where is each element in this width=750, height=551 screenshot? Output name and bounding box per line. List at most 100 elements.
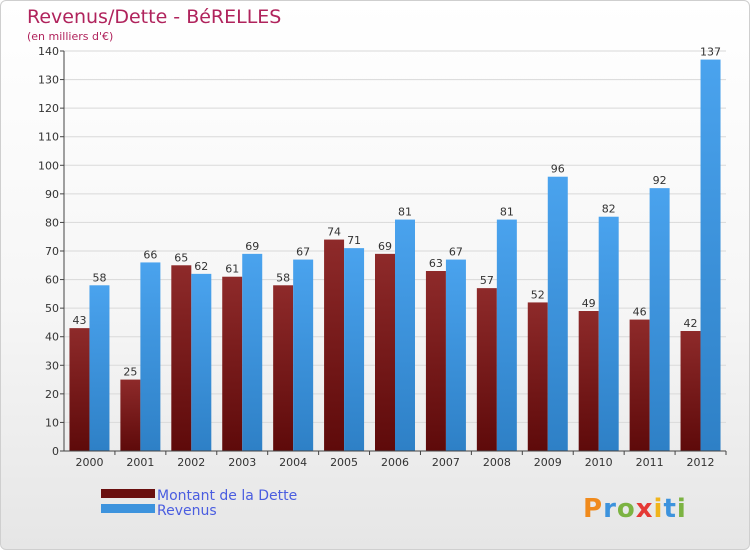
value-label-revenus: 96 bbox=[551, 163, 565, 176]
value-label-revenus: 81 bbox=[398, 206, 412, 219]
y-tick-label: 110 bbox=[38, 131, 59, 144]
value-label-dette: 52 bbox=[531, 288, 545, 301]
legend-swatch-revenus bbox=[101, 504, 155, 513]
value-label-revenus: 67 bbox=[296, 246, 310, 259]
y-tick-label: 140 bbox=[38, 45, 59, 58]
value-label-revenus: 69 bbox=[245, 240, 259, 253]
x-tick-label: 2011 bbox=[636, 456, 664, 469]
value-label-dette: 43 bbox=[72, 314, 86, 327]
bar-revenus bbox=[649, 188, 670, 451]
logo-letter: x bbox=[636, 494, 654, 524]
logo-letter: i bbox=[654, 494, 664, 524]
value-label-dette: 61 bbox=[225, 263, 239, 276]
bar-revenus bbox=[598, 216, 619, 451]
y-tick-label: 120 bbox=[38, 102, 59, 115]
bar-dette bbox=[375, 253, 395, 451]
value-label-revenus: 66 bbox=[143, 248, 157, 261]
x-tick-label: 2007 bbox=[432, 456, 460, 469]
legend: Montant de la Dette Revenus bbox=[101, 488, 297, 519]
bar-revenus bbox=[191, 273, 212, 451]
bar-dette bbox=[120, 379, 141, 451]
bar-revenus bbox=[700, 59, 721, 451]
logo-letter: t bbox=[663, 494, 676, 524]
bar-dette bbox=[222, 276, 243, 451]
y-tick-label: 30 bbox=[45, 359, 59, 372]
bar-dette bbox=[324, 239, 345, 451]
value-label-dette: 42 bbox=[684, 317, 698, 330]
bar-dette bbox=[629, 319, 650, 451]
bar-revenus bbox=[89, 285, 110, 451]
value-label-dette: 25 bbox=[123, 366, 137, 379]
x-tick-label: 2004 bbox=[279, 456, 307, 469]
value-label-dette: 57 bbox=[480, 274, 494, 287]
y-tick-label: 130 bbox=[38, 74, 59, 87]
bar-dette bbox=[680, 331, 701, 451]
bars bbox=[69, 59, 721, 451]
bar-dette bbox=[69, 328, 90, 451]
value-label-dette: 46 bbox=[633, 306, 647, 319]
y-tick-label: 90 bbox=[45, 188, 59, 201]
ticks: 0 10 20 30 40 50 60 70 80 90 100 110 120 130 140 2000 20… bbox=[38, 45, 727, 469]
bar-dette bbox=[171, 265, 192, 451]
y-tick-label: 0 bbox=[52, 445, 59, 458]
bar-dette bbox=[527, 302, 548, 451]
x-tick-label: 2006 bbox=[381, 456, 409, 469]
chart-title: Revenus/Dette - BéRELLES bbox=[27, 6, 281, 28]
logo-letter: i bbox=[677, 494, 687, 524]
y-tick-label: 50 bbox=[45, 302, 59, 315]
value-label-revenus: 137 bbox=[700, 46, 721, 59]
value-label-dette: 58 bbox=[276, 271, 290, 284]
y-tick-label: 60 bbox=[45, 274, 59, 287]
bar-dette bbox=[476, 288, 497, 451]
y-tick-label: 20 bbox=[45, 388, 59, 401]
legend-swatch-debt bbox=[101, 489, 155, 498]
chart-subtitle: (en milliers d'€) bbox=[27, 30, 113, 43]
value-label-revenus: 81 bbox=[500, 206, 514, 219]
x-tick-label: 2005 bbox=[330, 456, 358, 469]
y-tick-label: 70 bbox=[45, 245, 59, 258]
value-label-revenus: 62 bbox=[194, 260, 208, 273]
value-label-dette: 69 bbox=[378, 240, 392, 253]
logo-letter: r bbox=[603, 494, 617, 524]
x-tick-label: 2003 bbox=[228, 456, 256, 469]
x-tick-label: 2010 bbox=[585, 456, 613, 469]
value-label-revenus: 67 bbox=[449, 246, 463, 259]
x-tick-label: 2008 bbox=[483, 456, 511, 469]
value-label-dette: 74 bbox=[327, 226, 341, 239]
bar-revenus bbox=[293, 259, 314, 451]
bar-revenus bbox=[344, 248, 365, 451]
x-tick-label: 2000 bbox=[75, 456, 103, 469]
bar-revenus bbox=[496, 219, 517, 451]
value-label-revenus: 82 bbox=[602, 203, 616, 216]
value-labels: 43 58 25 66 65 62 61 69 58 67 74 71 69 81 63 67 57 81 52 96… bbox=[72, 46, 721, 379]
x-tick-label: 2009 bbox=[534, 456, 562, 469]
bar-revenus bbox=[445, 259, 466, 451]
value-label-revenus: 92 bbox=[653, 174, 667, 187]
bar-dette bbox=[578, 311, 599, 451]
y-tick-label: 40 bbox=[45, 331, 59, 344]
logo-letter: o bbox=[617, 494, 636, 524]
bar-revenus bbox=[140, 262, 161, 451]
x-tick-label: 2001 bbox=[126, 456, 154, 469]
y-tick-label: 100 bbox=[38, 159, 59, 172]
value-label-revenus: 58 bbox=[92, 271, 106, 284]
bar-revenus bbox=[547, 176, 568, 451]
value-label-dette: 49 bbox=[582, 297, 596, 310]
proxiti-logo: Proxiti bbox=[583, 494, 687, 524]
value-label-dette: 65 bbox=[174, 251, 188, 264]
y-tick-label: 10 bbox=[45, 416, 59, 429]
x-tick-label: 2002 bbox=[177, 456, 205, 469]
legend-label-revenus: Revenus bbox=[157, 503, 217, 519]
bar-revenus bbox=[395, 219, 415, 451]
legend-label-debt: Montant de la Dette bbox=[157, 488, 297, 504]
value-label-dette: 63 bbox=[429, 257, 443, 270]
bar-dette bbox=[425, 271, 446, 451]
logo-letter: P bbox=[583, 494, 603, 524]
y-tick-label: 80 bbox=[45, 216, 59, 229]
value-label-revenus: 71 bbox=[347, 234, 361, 247]
x-tick-label: 2012 bbox=[687, 456, 715, 469]
bar-revenus bbox=[242, 253, 263, 451]
bar-dette bbox=[273, 285, 294, 451]
